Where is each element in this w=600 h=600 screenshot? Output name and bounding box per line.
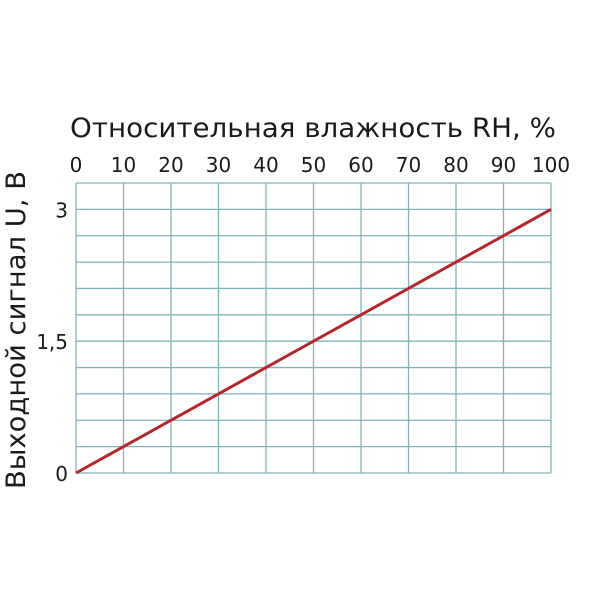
x-tick-label: 30	[206, 153, 231, 177]
y-tick-label: 1,5	[36, 330, 68, 354]
series	[75, 208, 552, 475]
grid	[75, 182, 552, 474]
x-ticks: 0 10 20 30 40 50 60 70 80 90 100	[70, 153, 570, 177]
series-line	[75, 208, 552, 475]
x-tick-label: 90	[491, 153, 516, 177]
x-tick-label: 10	[111, 153, 136, 177]
y-axis-label: Выходной сигнал U, В	[1, 171, 32, 489]
x-tick-label: 20	[158, 153, 183, 177]
x-tick-label: 40	[253, 153, 278, 177]
x-tick-label: 70	[396, 153, 421, 177]
x-tick-label: 60	[348, 153, 373, 177]
x-tick-label: 50	[301, 153, 326, 177]
x-tick-label: 80	[443, 153, 468, 177]
y-tick-label: 0	[55, 462, 68, 486]
x-tick-label: 100	[532, 153, 570, 177]
x-tick-label: 0	[70, 153, 83, 177]
x-axis-label: Относительная влажность RH, %	[70, 113, 556, 144]
y-tick-label: 3	[55, 198, 68, 222]
y-ticks: 01,53	[36, 198, 68, 486]
